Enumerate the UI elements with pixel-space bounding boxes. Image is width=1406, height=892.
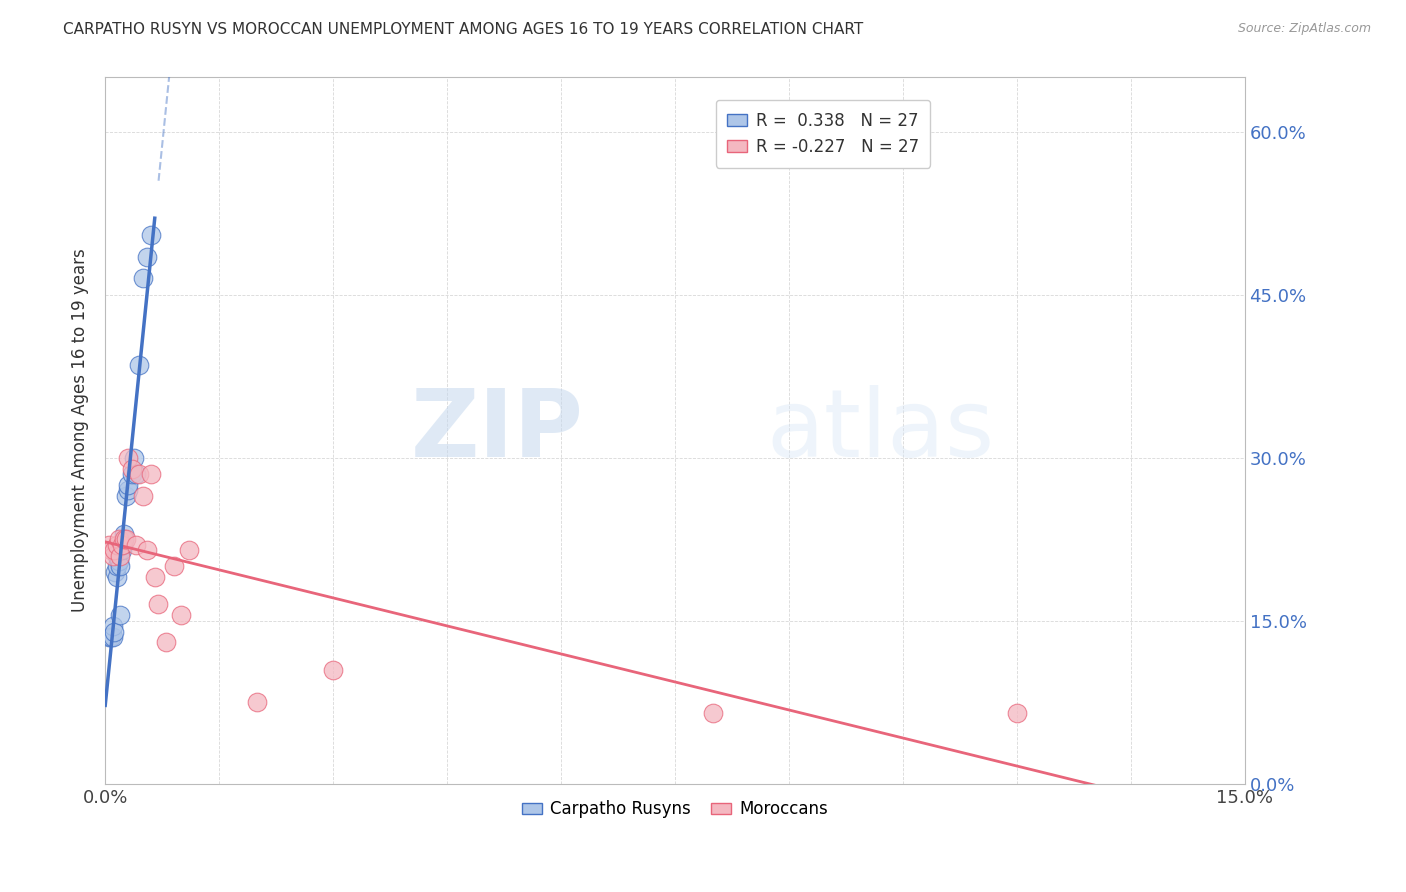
Text: atlas: atlas (766, 384, 994, 476)
Point (322, 663, 344, 677)
Point (110, 549, 132, 563)
Text: Source: ZipAtlas.com: Source: ZipAtlas.com (1237, 22, 1371, 36)
Point (162, 559, 184, 574)
Point (143, 570, 166, 584)
Point (112, 526, 135, 541)
Point (100, 630, 122, 644)
Point (105, 538, 128, 552)
Point (128, 359, 150, 373)
Point (117, 483, 139, 498)
Point (101, 630, 124, 644)
Y-axis label: Unemployment Among Ages 16 to 19 years: Unemployment Among Ages 16 to 19 years (72, 249, 89, 613)
Point (155, 635, 177, 649)
Point (110, 608, 132, 623)
Point (105, 559, 128, 574)
Point (111, 538, 134, 552)
Point (112, 533, 135, 547)
Point (121, 461, 143, 475)
Point (98, 630, 121, 644)
Point (122, 450, 145, 465)
Text: CARPATHO RUSYN VS MOROCCAN UNEMPLOYMENT AMONG AGES 16 TO 19 YEARS CORRELATION CH: CARPATHO RUSYN VS MOROCCAN UNEMPLOYMENT … (63, 22, 863, 37)
Point (105, 570, 128, 584)
Point (121, 467, 143, 481)
Point (702, 706, 724, 720)
Point (1005, 706, 1028, 720)
Point (132, 271, 155, 285)
Point (139, 227, 162, 242)
Point (117, 478, 139, 492)
Point (115, 489, 138, 503)
Point (103, 624, 125, 639)
Point (132, 489, 155, 503)
Point (128, 467, 150, 481)
Point (104, 565, 127, 579)
Point (117, 450, 139, 465)
Point (139, 467, 162, 481)
Point (110, 543, 132, 558)
Point (98, 538, 121, 552)
Point (111, 538, 134, 552)
Point (124, 467, 146, 481)
Point (246, 695, 269, 709)
Point (148, 598, 170, 612)
Point (177, 543, 200, 558)
Text: ZIP: ZIP (411, 384, 583, 476)
Point (136, 543, 159, 558)
Point (170, 608, 193, 623)
Point (108, 554, 131, 568)
Point (136, 250, 159, 264)
Point (111, 543, 134, 558)
Point (108, 533, 131, 547)
Legend: Carpatho Rusyns, Moroccans: Carpatho Rusyns, Moroccans (515, 794, 835, 825)
Point (112, 533, 135, 547)
Point (101, 549, 124, 563)
Point (100, 543, 122, 558)
Point (103, 543, 125, 558)
Point (101, 619, 124, 633)
Point (115, 533, 138, 547)
Point (110, 559, 132, 574)
Point (124, 538, 146, 552)
Point (105, 549, 128, 563)
